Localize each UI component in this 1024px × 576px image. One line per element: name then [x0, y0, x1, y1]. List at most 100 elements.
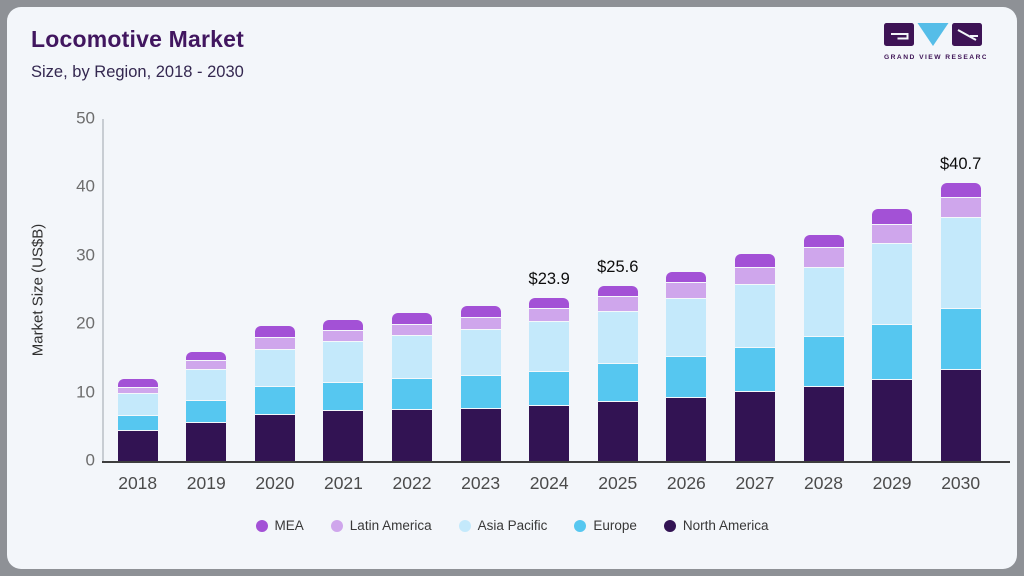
- bar-segment-europe: [803, 336, 844, 386]
- y-axis-line: [102, 119, 104, 461]
- bar-segment-asia-pacific: [597, 310, 638, 364]
- bar-segment-north-america: [940, 369, 981, 461]
- bar-2025: [597, 285, 638, 461]
- bar-segment-europe: [392, 378, 433, 409]
- bar-segment-latin-america: [803, 246, 844, 267]
- legend-color-dot: [330, 519, 343, 532]
- legend-label: Latin America: [349, 518, 432, 533]
- legend-label: Asia Pacific: [477, 518, 548, 533]
- bar-segment-asia-pacific: [254, 348, 295, 387]
- legend-label: Europe: [593, 518, 637, 533]
- x-tick-label: 2021: [323, 473, 363, 493]
- legend-item-latin-america: Latin America: [330, 518, 432, 533]
- page-subtitle: Size, by Region, 2018 - 2030: [31, 63, 244, 81]
- gvr-logomark: [884, 23, 982, 46]
- bar-segment-europe: [117, 415, 158, 431]
- x-tick-label: 2019: [186, 473, 226, 493]
- bar-segment-mea: [117, 378, 158, 388]
- bar-segment-asia-pacific: [117, 392, 158, 416]
- bar-segment-europe: [597, 363, 638, 402]
- plot-area: Market Size (US$B) 0 10 20 30 40 50 2018 2019 20…: [7, 7, 1017, 569]
- bar-segment-asia-pacific: [666, 297, 707, 357]
- bar-segment-asia-pacific: [734, 283, 775, 348]
- bar-segment-latin-america: [392, 324, 433, 336]
- bar-segment-mea: [872, 209, 913, 224]
- bar-segment-north-america: [803, 385, 844, 461]
- y-tick-label: 40: [76, 176, 95, 196]
- bar-segment-latin-america: [940, 196, 981, 217]
- legend-label: MEA: [274, 518, 304, 533]
- bar-2027: [734, 254, 775, 461]
- bar-segment-mea: [254, 326, 295, 337]
- legend-item-mea: MEA: [255, 518, 304, 533]
- x-tick-label: 2018: [118, 473, 158, 493]
- bar-2020: [254, 326, 295, 461]
- bar-segment-mea: [734, 254, 775, 267]
- bar-segment-mea: [940, 182, 981, 197]
- bar-segment-europe: [186, 400, 227, 422]
- legend-color-dot: [255, 519, 268, 532]
- bar-segment-mea: [597, 285, 638, 297]
- x-tick-label: 2030: [941, 473, 981, 493]
- bar-segment-europe: [323, 382, 364, 411]
- chart-card: Locomotive Market Size, by Region, 2018 …: [7, 7, 1017, 569]
- bar-segment-north-america: [392, 408, 433, 461]
- bar-segment-mea: [529, 297, 570, 309]
- grand-view-research-logo: GRAND VIEW RESEARCH: [884, 23, 986, 61]
- x-tick-label: 2020: [255, 473, 295, 493]
- bar-segment-latin-america: [117, 387, 158, 393]
- bar-segment-asia-pacific: [460, 328, 501, 376]
- chart-legend: MEA Latin America Asia Pacific Europe North …: [7, 518, 1017, 533]
- bar-2026: [666, 271, 707, 461]
- bar-2029: [872, 209, 913, 461]
- bar-segment-asia-pacific: [186, 369, 227, 401]
- bar-2018: [117, 378, 158, 461]
- legend-item-europe: Europe: [574, 518, 637, 533]
- bar-segment-latin-america: [323, 329, 364, 341]
- bar-segment-mea: [666, 271, 707, 283]
- y-tick-label: 30: [76, 245, 95, 265]
- bar-2030: [940, 182, 981, 461]
- bar-segment-north-america: [117, 430, 158, 461]
- bar-segment-north-america: [872, 378, 913, 461]
- bar-segment-latin-america: [529, 308, 570, 321]
- x-tick-label: 2023: [461, 473, 501, 493]
- bar-2021: [323, 320, 364, 461]
- bar-segment-europe: [940, 307, 981, 370]
- legend-color-dot: [458, 519, 471, 532]
- bar-segment-europe: [666, 356, 707, 398]
- bar-segment-north-america: [597, 401, 638, 461]
- legend-item-north-america: North America: [663, 518, 768, 533]
- logo-caption-svg: GRAND VIEW RESEARCH: [884, 54, 986, 61]
- y-axis-title: Market Size (US$B): [29, 223, 47, 357]
- y-tick-label: 10: [76, 382, 95, 402]
- bar-2022: [392, 313, 433, 461]
- bar-segment-mea: [323, 320, 364, 330]
- bar-segment-north-america: [529, 404, 570, 461]
- bar-segment-mea: [803, 234, 844, 247]
- bar-segment-asia-pacific: [392, 335, 433, 379]
- y-tick-label: 20: [76, 313, 95, 333]
- x-tick-label: 2024: [529, 473, 569, 493]
- bar-segment-asia-pacific: [529, 320, 570, 371]
- bar-segment-north-america: [666, 397, 707, 461]
- bar-segment-asia-pacific: [872, 242, 913, 325]
- x-axis-line: [102, 461, 1010, 463]
- bar-segment-north-america: [734, 391, 775, 461]
- bar-segment-mea: [392, 313, 433, 325]
- x-tick-label: 2022: [392, 473, 432, 493]
- bar-segment-europe: [734, 347, 775, 392]
- bar-segment-latin-america: [186, 360, 227, 370]
- bar-segment-asia-pacific: [323, 340, 364, 383]
- bar-2019: [186, 351, 227, 461]
- bar-segment-mea: [460, 306, 501, 317]
- y-tick-label: 0: [85, 450, 95, 470]
- bar-segment-latin-america: [666, 282, 707, 298]
- legend-color-dot: [574, 519, 587, 532]
- bar-segment-north-america: [323, 410, 364, 461]
- bar-value-annotation: $40.7: [940, 154, 982, 173]
- bar-2028: [803, 234, 844, 461]
- x-tick-label: 2027: [735, 473, 775, 493]
- bar-segment-latin-america: [872, 223, 913, 243]
- bar-segment-europe: [529, 370, 570, 405]
